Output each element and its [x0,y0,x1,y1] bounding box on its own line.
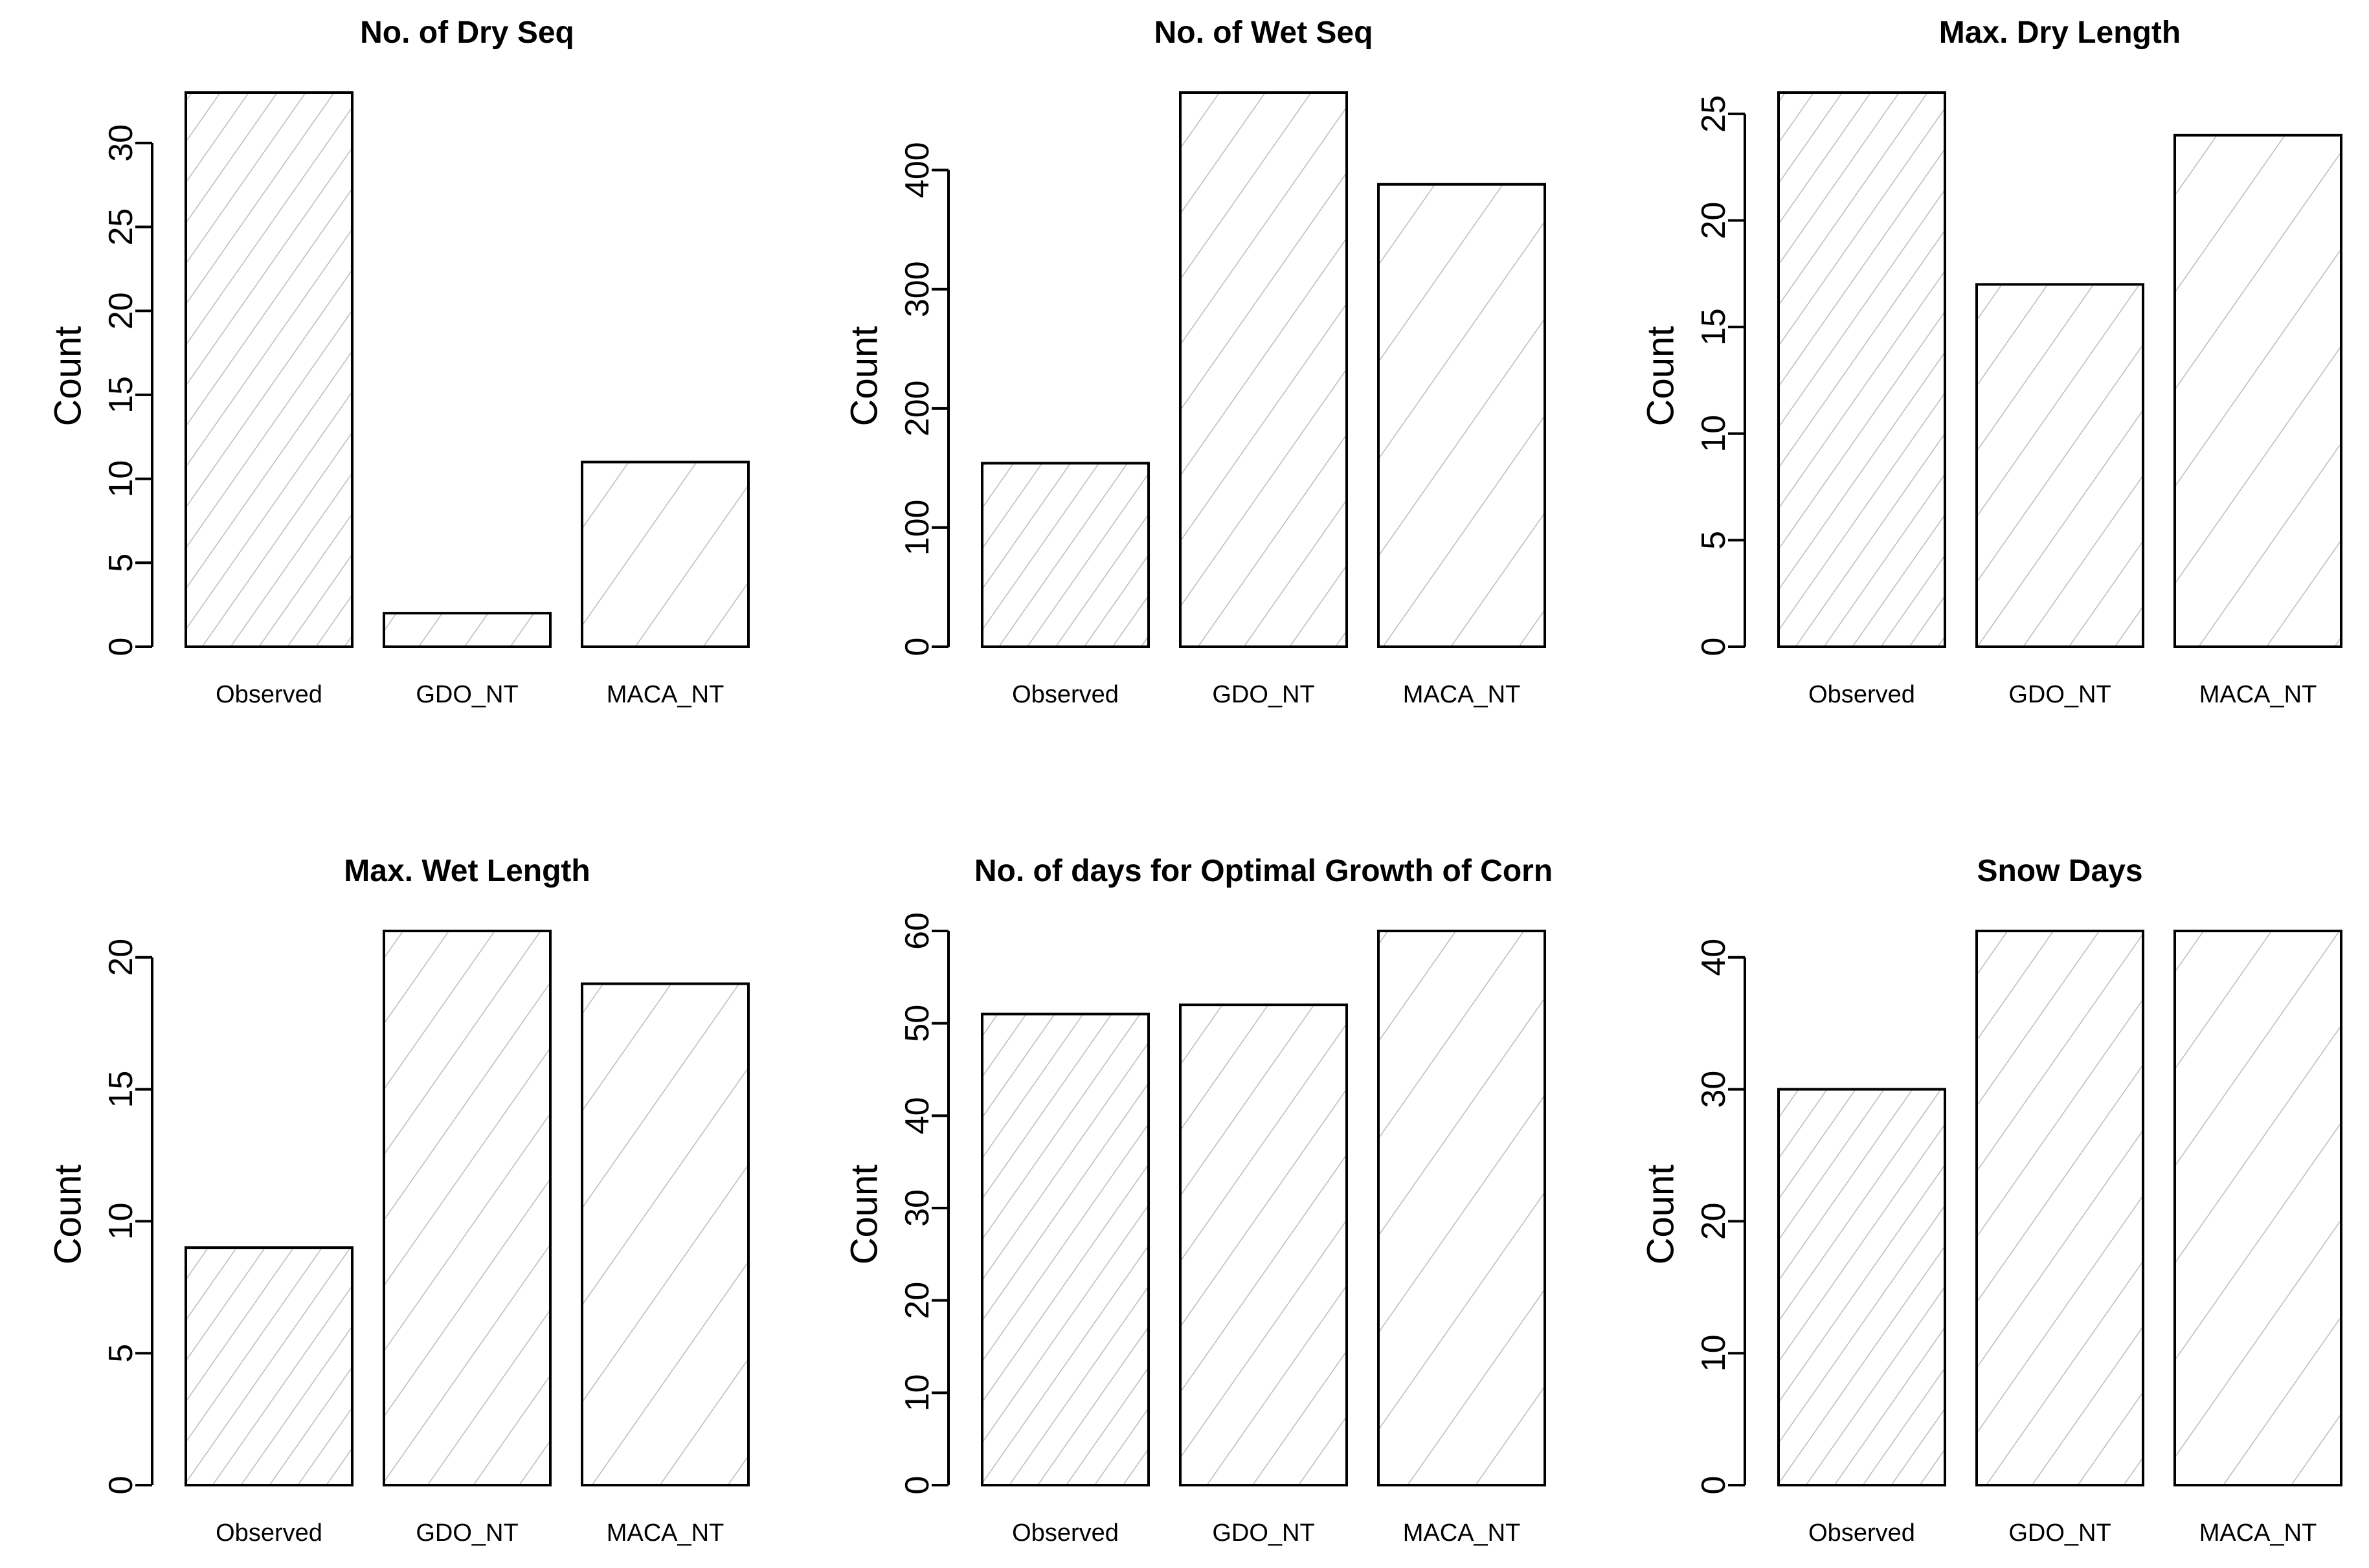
y-tick-label: 5 [102,1344,140,1363]
chart-panel-6: Snow Days Observed GDO_NT MACA_NT 0 10 20 30 40 C… [1640,854,2342,1547]
chart-panels: No. of Dry Seq Observed GDO_NT MACA_NT 0 5 10 1… [47,16,2342,1547]
y-tick-label: 30 [102,124,140,162]
y-tick-label: 20 [1695,1202,1733,1240]
x-tick-label: Observed [1808,1519,1915,1547]
y-tick-label: 400 [899,142,936,198]
y-tick-label: 0 [1695,1476,1733,1495]
bar-gdo-nt [1179,91,1348,648]
y-axis-label: Count [1640,1165,1682,1265]
x-tick-label: GDO_NT [416,681,518,708]
bar-maca-nt [1377,183,1546,649]
x-tick-label: MACA_NT [607,681,724,708]
y-tick-label: 20 [1695,202,1733,240]
bar-observed [185,1246,354,1486]
x-tick-label: Observed [1808,681,1915,708]
chart-title: Max. Dry Length [1939,16,2181,50]
y-tick-label: 0 [102,1476,140,1495]
chart-panel-5: No. of days for Optimal Growth of Corn Ob… [844,854,1553,1547]
x-tick-label: Observed [216,681,322,708]
x-tick-label: GDO_NT [416,1519,518,1547]
y-tick-label: 10 [1695,415,1733,453]
y-tick-label: 15 [102,1071,140,1108]
bar-observed [1777,1088,1946,1486]
chart-title: Max. Wet Length [344,854,590,888]
bar-maca-nt [581,460,750,649]
x-tick-label: GDO_NT [2008,681,2111,708]
y-tick-label: 40 [899,1097,936,1134]
chart-title: No. of Wet Seq [1154,16,1373,50]
y-tick-label: 20 [102,939,140,976]
x-tick-label: MACA_NT [1403,1519,1521,1547]
bar-observed [185,91,354,648]
bar-gdo-nt [383,930,552,1486]
y-tick-label: 20 [102,292,140,330]
y-tick-label: 20 [899,1282,936,1319]
bar-gdo-nt [1975,283,2144,648]
bar-maca-nt [2173,930,2342,1486]
y-tick-label: 10 [102,1202,140,1240]
x-tick-label: Observed [1012,1519,1119,1547]
y-tick-label: 50 [899,1005,936,1042]
x-tick-label: GDO_NT [1212,1519,1314,1547]
x-tick-label: Observed [1012,681,1119,708]
y-axis-label: Count [47,1165,89,1265]
y-tick-label: 5 [102,554,140,572]
x-tick-label: GDO_NT [1212,681,1314,708]
y-tick-label: 15 [1695,308,1733,346]
chart-panel-3: Max. Dry Length Observed GDO_NT MACA_NT 0 5 10… [1640,16,2342,708]
y-tick-label: 40 [1695,939,1733,976]
chart-title: No. of days for Optimal Growth of Corn [974,854,1553,888]
y-tick-label: 0 [899,638,936,656]
y-tick-label: 200 [899,380,936,436]
chart-title: No. of Dry Seq [360,16,574,50]
y-tick-label: 0 [102,638,140,656]
y-tick-label: 30 [1695,1071,1733,1108]
y-tick-label: 100 [899,500,936,556]
x-tick-label: MACA_NT [607,1519,724,1547]
y-tick-label: 30 [899,1189,936,1227]
bar-observed [981,1013,1150,1486]
y-axis-label: Count [47,326,89,427]
x-tick-label: MACA_NT [2199,1519,2317,1547]
y-tick-label: 10 [102,460,140,498]
chart-panel-1: No. of Dry Seq Observed GDO_NT MACA_NT 0 5 10 1… [47,16,750,708]
x-tick-label: MACA_NT [1403,681,1521,708]
bar-gdo-nt [1975,930,2144,1486]
chart-panel-4: Max. Wet Length Observed GDO_NT MACA_NT 0 5 10… [47,854,750,1547]
y-tick-label: 10 [899,1374,936,1411]
y-tick-label: 60 [899,912,936,950]
y-tick-label: 10 [1695,1334,1733,1372]
bar-maca-nt [2173,133,2342,649]
y-tick-label: 0 [899,1476,936,1495]
y-tick-label: 0 [1695,638,1733,656]
y-tick-label: 25 [102,208,140,246]
x-tick-label: MACA_NT [2199,681,2317,708]
y-tick-label: 15 [102,376,140,414]
y-axis-label: Count [1640,326,1682,427]
chart-title: Snow Days [1977,854,2142,888]
bar-gdo-nt [1179,1003,1348,1486]
y-axis-label: Count [844,326,886,427]
y-axis-label: Count [844,1165,886,1265]
x-tick-label: Observed [216,1519,322,1547]
bar-maca-nt [581,982,750,1486]
chart-panel-2: No. of Wet Seq Observed GDO_NT MACA_NT 0 100 2… [844,16,1546,708]
y-tick-label: 300 [899,261,936,317]
y-tick-label: 5 [1695,531,1733,550]
y-tick-label: 25 [1695,95,1733,133]
bar-gdo-nt [383,612,552,649]
bar-observed [1777,91,1946,648]
bar-observed [981,462,1150,648]
x-tick-label: GDO_NT [2008,1519,2111,1547]
bar-maca-nt [1377,930,1546,1486]
